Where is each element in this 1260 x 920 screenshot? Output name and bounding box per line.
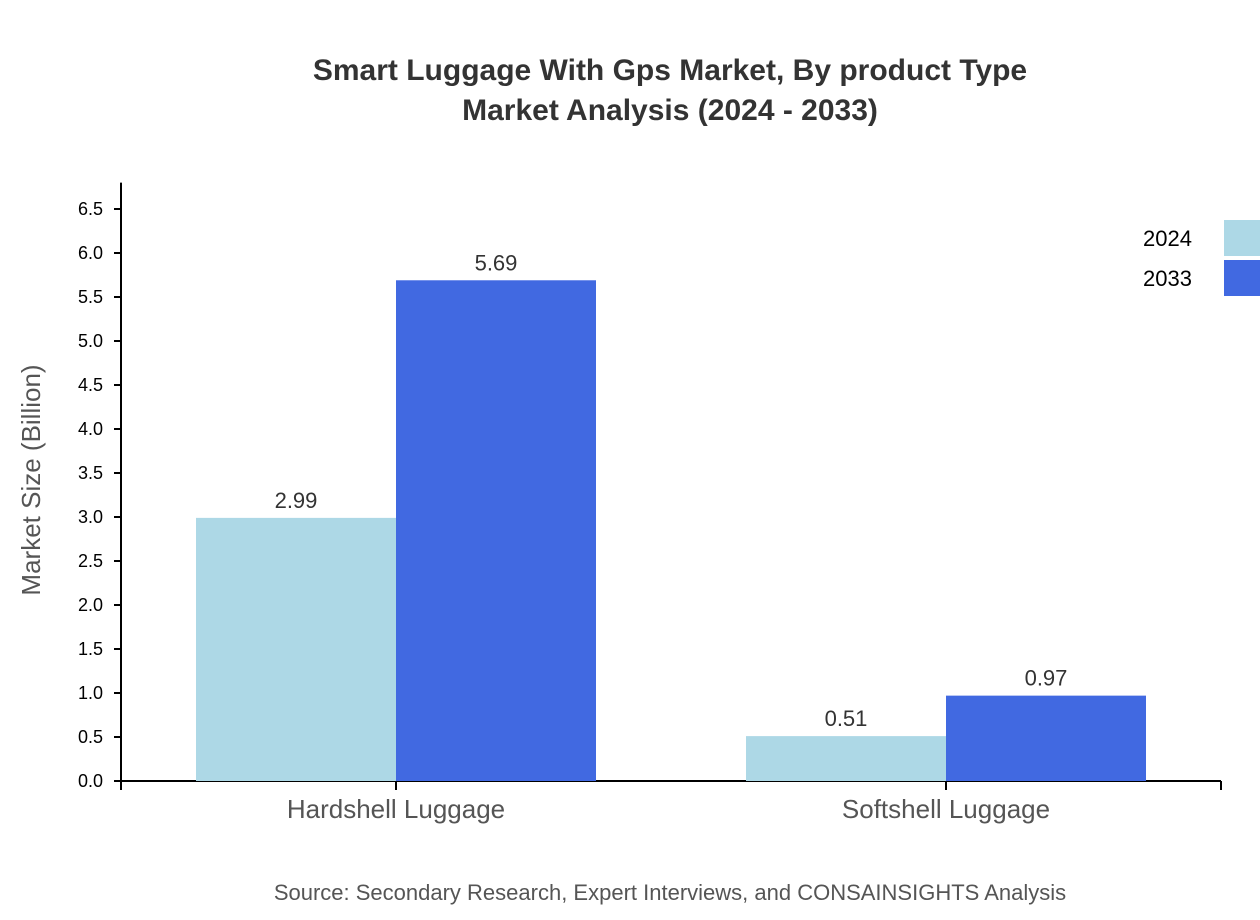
x-tick-label: Softshell Luggage — [842, 794, 1050, 824]
y-tick-label: 2.0 — [78, 595, 103, 615]
legend-label: 2033 — [1143, 266, 1192, 291]
chart-title-line-1: Smart Luggage With Gps Market, By produc… — [313, 54, 1027, 87]
data-label: 5.69 — [475, 250, 518, 275]
legend-swatch-2024 — [1224, 220, 1260, 256]
y-tick-label: 2.5 — [78, 551, 103, 571]
y-axis-label: Market Size (Billion) — [16, 364, 46, 595]
x-tick-label: Hardshell Luggage — [287, 794, 505, 824]
legend-swatch-2033 — [1224, 260, 1260, 296]
legend-label: 2024 — [1143, 226, 1192, 251]
bar-2024-1 — [746, 736, 946, 781]
y-tick-label: 4.0 — [78, 419, 103, 439]
y-tick-label: 0.0 — [78, 771, 103, 791]
y-tick-label: 1.0 — [78, 683, 103, 703]
y-tick-label: 4.5 — [78, 375, 103, 395]
y-tick-label: 5.0 — [78, 331, 103, 351]
y-tick-label: 1.5 — [78, 639, 103, 659]
data-label: 0.97 — [1025, 666, 1068, 691]
bar-2024-0 — [196, 517, 396, 781]
source-note: Source: Secondary Research, Expert Inter… — [274, 880, 1066, 905]
legend: 2024 2033 — [1143, 220, 1260, 296]
chart-title-line-2: Market Analysis (2024 - 2033) — [462, 94, 878, 127]
y-tick-label: 6.5 — [78, 199, 103, 219]
data-label: 2.99 — [275, 488, 318, 513]
data-label: 0.51 — [825, 706, 868, 731]
y-tick-label: 3.5 — [78, 463, 103, 483]
axes: 0.0 0.5 1.0 1.5 2.0 2.5 3.0 3.5 4.0 4.5 5.0 5.5 6.0 6… — [78, 182, 1222, 824]
bars: 2.99 5.69 0.51 0.97 — [196, 250, 1146, 781]
y-tick-label: 3.0 — [78, 507, 103, 527]
bar-2033-0 — [396, 280, 596, 781]
y-tick-label: 6.0 — [78, 243, 103, 263]
y-tick-label: 0.5 — [78, 727, 103, 747]
y-tick-label: 5.5 — [78, 287, 103, 307]
bar-2033-1 — [946, 695, 1146, 781]
